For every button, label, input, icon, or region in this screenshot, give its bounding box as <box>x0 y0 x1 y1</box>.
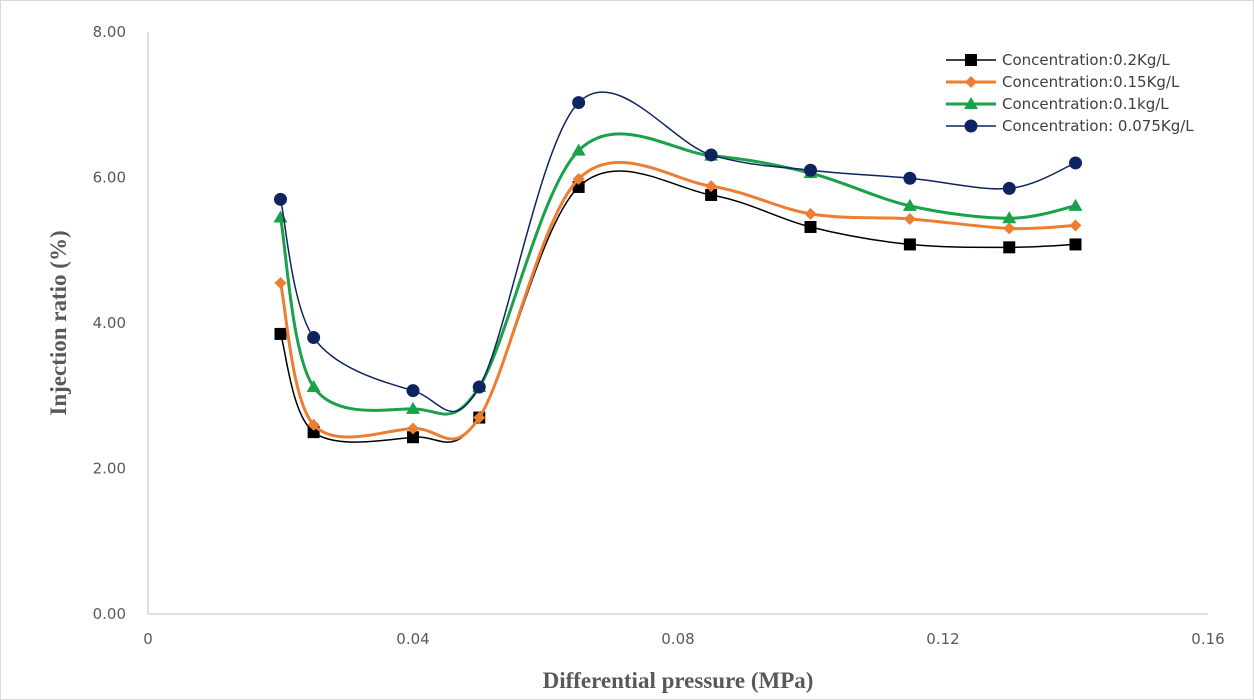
x-axis-title: Differential pressure (MPa) <box>543 668 814 693</box>
data-point <box>903 212 916 225</box>
y-tick-label: 2.00 <box>93 460 126 478</box>
legend-entry: Concentration:0.1kg/L <box>946 95 1169 113</box>
series-1 <box>274 170 1082 444</box>
y-tick-labels: 0.00 2.00 4.00 6.00 8.00 <box>93 23 126 623</box>
series-line <box>279 160 1076 441</box>
data-point <box>307 331 321 345</box>
x-tick-label: 0.16 <box>1191 630 1224 648</box>
y-tick-label: 6.00 <box>93 169 126 187</box>
legend-label: Concentration: 0.075Kg/L <box>1002 117 1194 135</box>
legend-marker <box>964 119 978 133</box>
data-point <box>472 380 486 394</box>
data-point <box>1069 219 1082 232</box>
legend-label: Concentration:0.2Kg/L <box>1002 51 1170 69</box>
data-point <box>1069 156 1082 170</box>
data-point <box>274 327 287 340</box>
x-tick-label: 0.12 <box>926 630 959 648</box>
axes <box>147 32 1208 615</box>
data-point <box>307 418 320 431</box>
legend: Concentration:0.2Kg/L Concentration:0.15K… <box>946 51 1194 135</box>
data-point <box>804 220 817 233</box>
legend-marker <box>964 97 978 109</box>
data-point <box>406 401 420 414</box>
data-point <box>274 192 287 206</box>
y-tick-label: 0.00 <box>93 605 126 623</box>
data-point <box>473 411 486 424</box>
x-tick-labels: 0 0.04 0.08 0.12 0.16 <box>143 630 1224 648</box>
data-point <box>406 384 420 398</box>
data-point <box>704 148 718 162</box>
x-tick-label: 0.08 <box>661 630 694 648</box>
data-point <box>306 380 321 393</box>
data-point <box>705 188 718 201</box>
data-point <box>1003 222 1016 235</box>
data-point <box>274 276 287 289</box>
data-point <box>705 180 718 193</box>
data-point <box>571 143 586 156</box>
data-point <box>903 171 917 185</box>
legend-entry: Concentration: 0.075Kg/L <box>946 117 1194 135</box>
series-4 <box>274 91 1082 413</box>
data-point <box>1002 211 1017 224</box>
x-tick-label: 0.04 <box>396 630 429 648</box>
data-point <box>902 198 917 211</box>
legend-entry: Concentration:0.15Kg/L <box>946 73 1180 91</box>
legend-marker <box>965 76 977 88</box>
data-point <box>1069 238 1082 251</box>
data-point <box>804 207 817 220</box>
legend-label: Concentration:0.15Kg/L <box>1002 73 1180 91</box>
data-point <box>1002 181 1016 195</box>
data-point <box>572 96 586 110</box>
y-axis-title: Injection ratio (%) <box>46 230 71 415</box>
data-point <box>1003 241 1016 254</box>
data-point <box>407 422 419 435</box>
legend-label: Concentration:0.1kg/L <box>1002 95 1169 113</box>
data-point <box>407 431 419 444</box>
x-tick-label: 0 <box>143 630 153 648</box>
data-point <box>572 172 585 185</box>
legend-marker <box>965 54 977 66</box>
legend-entry: Concentration:0.2Kg/L <box>946 51 1170 69</box>
data-point <box>1068 198 1083 211</box>
y-tick-label: 4.00 <box>93 314 126 332</box>
series-line <box>279 170 1076 443</box>
data-point <box>273 210 288 223</box>
data-point <box>804 163 817 177</box>
y-tick-label: 8.00 <box>93 23 126 41</box>
series-line <box>279 91 1076 413</box>
series-line <box>279 132 1076 416</box>
series-layer <box>273 91 1083 444</box>
series-2 <box>274 160 1082 441</box>
data-point <box>903 238 916 251</box>
